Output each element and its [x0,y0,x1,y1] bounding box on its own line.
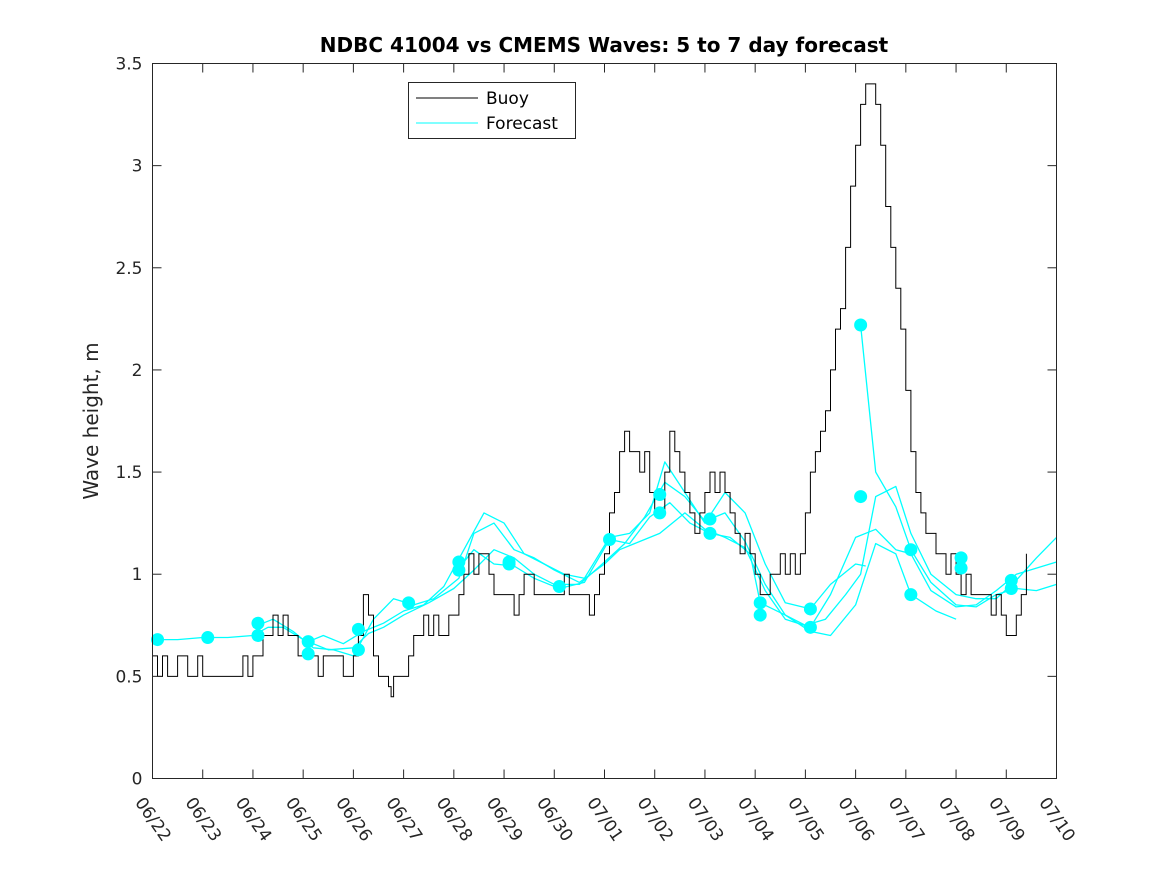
forecast-marker [251,629,265,642]
forecast-marker [201,631,215,645]
forecast-markers [151,318,1018,661]
y-tick-label: 0.5 [115,667,142,687]
forecast-marker [301,647,315,661]
forecast-marker [803,602,817,616]
y-axis: 0 0.5 1 1.5 2 2.5 3 3.5 [115,55,1057,790]
x-tick-label: 07/10 [1034,794,1078,846]
legend-box [408,82,576,139]
x-tick-label: 06/29 [482,794,526,846]
buoy-line [152,83,1027,698]
x-tick-label: 06/22 [130,794,174,846]
x-tick-label: 06/26 [331,794,375,846]
forecast-marker [351,622,365,636]
chart-title: NDBC 41004 vs CMEMS Waves: 5 to 7 day fo… [320,33,889,57]
plot-series [152,83,1057,698]
forecast-marker [151,633,165,647]
forecast-marker [603,532,617,546]
y-tick-label: 0 [132,770,143,790]
y-axis-title: Wave height, m [79,342,103,499]
plot-frame [152,63,1057,779]
x-tick-label: 07/03 [683,794,727,846]
forecast-line-3 [302,461,866,645]
y-tick-label: 3 [132,157,143,177]
x-tick-label: 06/28 [432,794,476,846]
forecast-marker [653,488,667,502]
forecast-marker [954,551,968,565]
legend: Buoy Forecast [408,82,576,139]
y-tick-label: 1.5 [115,463,142,483]
forecast-marker [552,579,566,593]
y-tick-label: 1 [132,565,143,585]
x-tick-label: 07/09 [984,794,1028,846]
forecast-marker [703,512,717,526]
legend-label-buoy: Buoy [486,89,529,109]
x-tick-label: 07/02 [633,794,677,846]
x-axis: 06/22 06/23 06/24 06/25 06/26 06/27 06/28 06/29… [130,63,1079,846]
x-tick-label: 06/23 [181,794,225,846]
forecast-marker [904,543,918,557]
x-tick-label: 07/04 [733,794,777,846]
forecast-line-4 [859,324,1057,608]
forecast-marker [904,588,918,602]
forecast-marker [1004,582,1018,596]
forecast-marker [954,561,968,575]
forecast-marker [753,596,767,610]
forecast-marker [753,608,767,622]
y-tick-label: 3.5 [115,55,142,75]
x-tick-label: 07/05 [783,794,827,846]
legend-label-forecast: Forecast [486,114,558,134]
x-tick-label: 07/01 [582,794,626,846]
forecast-marker [703,526,717,540]
y-tick-label: 2 [132,361,143,381]
x-tick-label: 06/25 [281,794,325,846]
y-tick-label: 2.5 [115,259,142,279]
forecast-line-2 [252,512,1057,657]
forecast-marker [803,620,817,634]
x-tick-label: 07/07 [884,794,928,846]
x-tick-label: 06/30 [532,794,576,846]
forecast-marker [854,318,868,332]
forecast-marker [402,596,416,610]
x-tick-label: 06/24 [231,794,275,846]
forecast-marker [251,616,265,630]
forecast-marker [452,555,466,569]
forecast-marker [351,643,365,657]
x-tick-label: 06/27 [382,794,426,846]
x-tick-label: 07/06 [834,794,878,846]
forecast-marker [653,506,667,520]
x-tick-label: 07/08 [934,794,978,846]
forecast-marker [301,635,315,649]
forecast-marker [854,490,868,504]
forecast-marker [502,555,516,569]
